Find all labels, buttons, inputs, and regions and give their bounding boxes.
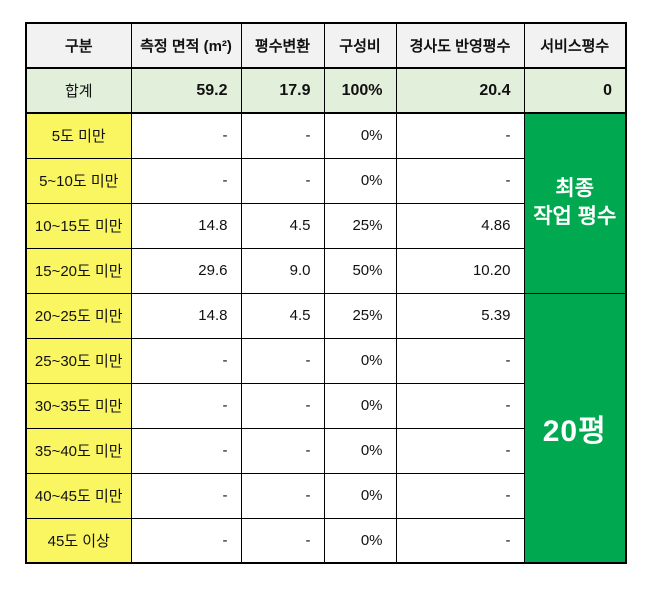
ratio-cell: 0% [323,157,397,204]
col-header-slope-pyeong: 경사도 반영평수 [395,22,525,69]
ratio-cell: 50% [323,247,397,294]
slope-cell: 5.39 [395,292,525,339]
ratio-cell: 0% [323,472,397,519]
total-pyeong-result-cell: 20평 [523,292,627,564]
total-pyeong-cell: 17.9 [240,67,325,114]
row-label-cell: 10~15도 미만 [25,202,132,249]
row-label-cell: 40~45도 미만 [25,472,132,519]
table-row: 30~35도 미만 - - 0% - [25,382,626,429]
total-ratio-cell: 100% [323,67,397,114]
slope-cell: - [395,427,525,474]
area-cell: - [130,112,242,159]
row-label-cell: 45도 이상 [25,517,132,564]
ratio-cell: 25% [323,292,397,339]
pyeong-cell: - [240,157,325,204]
col-header-pyeong-conv: 평수변환 [240,22,325,69]
table-row: 40~45도 미만 - - 0% - [25,472,626,519]
table-row: 20~25도 미만 14.8 4.5 25% 5.39 20평 [25,292,627,564]
slope-cell: 4.86 [395,202,525,249]
pyeong-cell: - [240,112,325,159]
area-cell: - [130,472,242,519]
total-area-cell: 59.2 [130,67,242,114]
table-row: 35~40도 미만 - - 0% - [25,427,626,474]
row-label-cell: 15~20도 미만 [25,247,132,294]
col-header-ratio: 구성비 [323,22,397,69]
slope-cell: - [395,382,525,429]
row-label-cell: 30~35도 미만 [25,382,132,429]
slope-cell: - [395,112,525,159]
ratio-cell: 0% [323,427,397,474]
table-row: 5도 미만 - - 0% - 최종 작업 평수 [25,112,627,294]
table-row: 15~20도 미만 29.6 9.0 50% 10.20 [25,247,626,294]
area-cell: - [130,157,242,204]
table-row: 45도 이상 - - 0% - [25,517,626,564]
ratio-cell: 0% [323,337,397,384]
slope-cell: 10.20 [395,247,525,294]
slope-cell: - [395,472,525,519]
total-slope-cell: 20.4 [395,67,525,114]
slope-cell: - [395,157,525,204]
total-label-cell: 합계 [25,67,132,114]
total-service-cell: 0 [523,67,627,114]
row-label-cell: 25~30도 미만 [25,337,132,384]
area-cell: - [130,382,242,429]
header-row: 구분 측정 면적 (m²) 평수변환 구성비 경사도 반영평수 서비스평수 [25,22,627,69]
ratio-cell: 0% [323,517,397,564]
total-row: 합계 59.2 17.9 100% 20.4 0 [25,67,627,114]
table-row: 5~10도 미만 - - 0% - [25,157,626,204]
pyeong-cell: 4.5 [240,292,325,339]
slope-cell: - [395,337,525,384]
ratio-cell: 0% [323,112,397,159]
pyeong-cell: 9.0 [240,247,325,294]
row-label-cell: 35~40도 미만 [25,427,132,474]
table-header: 구분 측정 면적 (m²) 평수변환 구성비 경사도 반영평수 서비스평수 [25,22,627,69]
final-work-pyeong-line2: 작업 평수 [533,205,617,229]
area-cell: 14.8 [130,292,242,339]
pyeong-cell: - [240,382,325,429]
area-cell: - [130,517,242,564]
pyeong-cell: - [240,427,325,474]
slope-cell: - [395,517,525,564]
row-label-cell: 20~25도 미만 [25,292,132,339]
area-cell: 29.6 [130,247,242,294]
final-work-pyeong-cell: 최종 작업 평수 [523,112,627,294]
area-cell: 14.8 [130,202,242,249]
row-label-cell: 5~10도 미만 [25,157,132,204]
slope-area-table: 구분 측정 면적 (m²) 평수변환 구성비 경사도 반영평수 서비스평수 합계… [25,22,627,564]
final-work-pyeong-line1: 최종 [555,176,595,200]
pyeong-cell: - [240,337,325,384]
pyeong-cell: - [240,517,325,564]
pyeong-cell: 4.5 [240,202,325,249]
row-label-cell: 5도 미만 [25,112,132,159]
col-header-measured-area: 측정 면적 (m²) [130,22,242,69]
table-row: 10~15도 미만 14.8 4.5 25% 4.86 [25,202,626,249]
pyeong-cell: - [240,472,325,519]
area-cell: - [130,427,242,474]
col-header-service-pyeong: 서비스평수 [523,22,627,69]
area-cell: - [130,337,242,384]
ratio-cell: 0% [323,382,397,429]
col-header-category: 구분 [25,22,132,69]
ratio-cell: 25% [323,202,397,249]
table-row: 25~30도 미만 - - 0% - [25,337,626,384]
